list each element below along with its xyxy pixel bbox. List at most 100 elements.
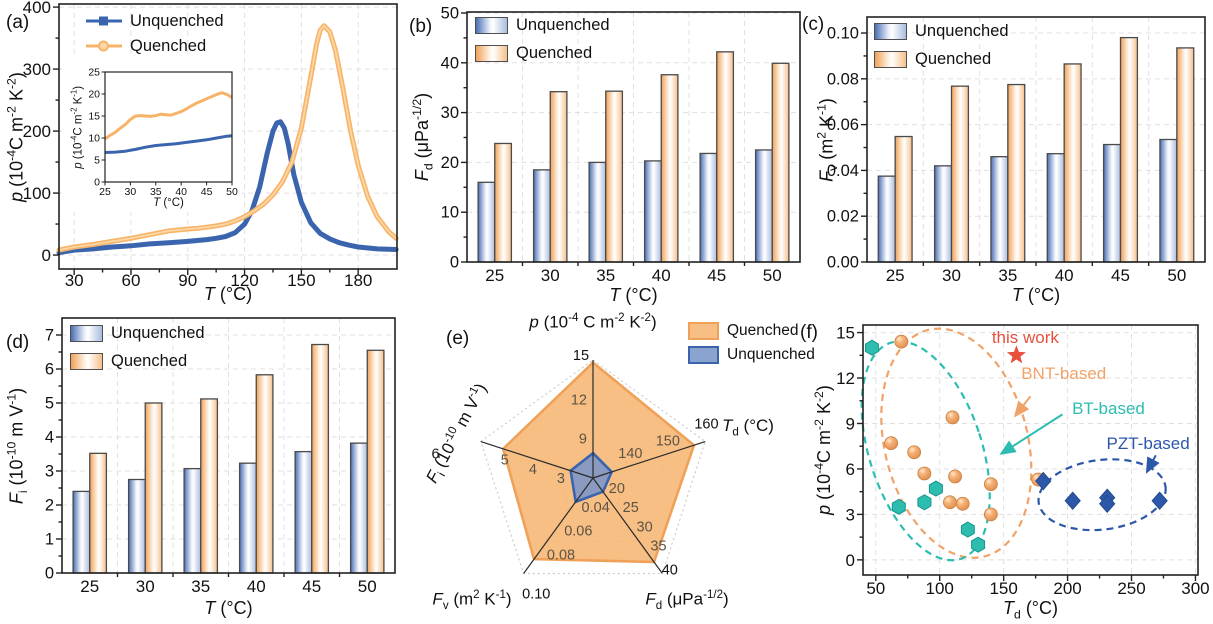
axis-title-x: Td (°C)	[1003, 598, 1058, 622]
group-ellipse-bnt-based	[880, 327, 1033, 559]
bar-quenched-40	[660, 74, 679, 263]
inset-background	[62, 56, 242, 212]
legend-item-unquenched: Unquenched	[874, 22, 1009, 40]
point-pzt-based	[1099, 494, 1116, 514]
point-bnt-based	[894, 334, 909, 349]
radar-axis-title-3: Fv (m2 K-1)	[432, 589, 512, 613]
tick-label: 15	[573, 348, 589, 364]
bar-quenched-30	[144, 402, 163, 574]
bar-quenched-25	[89, 452, 108, 574]
bar-unquenched-50	[1159, 138, 1178, 263]
tick-label: 150	[989, 579, 1017, 598]
point-bt-based	[891, 498, 906, 515]
annotation-bnt-based: BNT-based	[1021, 364, 1107, 383]
legend-swatch	[688, 322, 719, 340]
tick-label: 50	[358, 577, 377, 596]
legend-label: Unquenched	[111, 324, 205, 342]
legend-label: Quenched	[130, 37, 207, 55]
tick-label: 45	[1111, 266, 1130, 285]
tick-label: 6	[846, 460, 855, 479]
legend-swatch	[688, 346, 719, 364]
tick-label: 250	[1117, 579, 1145, 598]
legend-label: Unquenched	[727, 346, 815, 364]
tick-label: 0.10	[827, 25, 859, 43]
panel-e: 9 12 15 140 150 160 20 25 30 35 40 0.04 0.06 0.08 0.10…	[420, 310, 815, 624]
tick-label: 30	[942, 266, 961, 285]
tick-label: 35	[998, 266, 1017, 285]
tick-label: 0.04	[827, 162, 859, 180]
tick-label: 40	[175, 186, 187, 198]
panel-letter-c: (c)	[802, 14, 825, 35]
tick-label: 300	[1181, 579, 1209, 598]
tick-label: 120	[230, 271, 258, 290]
bar-unquenched-40	[238, 462, 257, 574]
tick-label: 45	[302, 577, 321, 596]
tick-label: 5	[94, 155, 100, 167]
bar-unquenched-25	[477, 181, 496, 263]
inset-curve-unquenched	[104, 134, 233, 154]
tick-label: 4	[529, 462, 537, 478]
tick-label: 15	[836, 324, 855, 343]
tick-label: 25	[99, 186, 111, 198]
point-bnt-based	[943, 495, 957, 510]
legend-item-quenched: Quenched	[688, 322, 799, 340]
tick-label: 25	[485, 266, 504, 285]
legend-label: Quenched	[111, 352, 188, 370]
point-bt-based	[971, 536, 986, 553]
bar-quenched-25	[494, 142, 513, 263]
tick-label: 35	[650, 538, 666, 554]
chart-c-svg: 0.00 0.02 0.04 0.06 0.08 0.10 25 30 35 40 45 50	[827, 16, 1206, 285]
tick-label: 20	[441, 154, 459, 172]
legend-item-unquenched: Unquenched	[688, 346, 815, 364]
tick-label: 10	[441, 204, 459, 222]
bar-quenched-40	[255, 374, 274, 574]
tick-label: 9	[579, 432, 587, 448]
panel-a: 30 60 90 120 150 180 0 100 200 300 400 25 30 35 40 45 50…	[0, 0, 405, 310]
bar-unquenched-30	[532, 169, 551, 263]
tick-label: 7	[45, 327, 54, 345]
tick-label: 5	[45, 395, 54, 413]
point-bnt-based	[907, 445, 922, 460]
tick-label: 140	[618, 446, 642, 462]
legend-marker-icon	[86, 40, 122, 52]
tick-label: 100	[23, 184, 51, 203]
legend-swatch	[475, 16, 508, 34]
tick-label: 20	[609, 481, 625, 497]
tick-label: 30	[125, 186, 137, 198]
curve-highlight	[58, 24, 397, 251]
tick-label: 30	[65, 271, 84, 290]
tick-label: 40	[247, 577, 266, 596]
radar-spoke	[523, 477, 594, 574]
group-ellipse-pzt-based	[1037, 458, 1167, 532]
tick-label: 0.08	[547, 548, 575, 564]
tick-label: 0.04	[582, 500, 610, 516]
bar-quenched-50	[771, 62, 790, 263]
radar-spoke	[480, 440, 594, 479]
tick-label: 3	[45, 463, 54, 481]
radar-spoke	[592, 477, 663, 574]
radar-spoke	[592, 440, 706, 479]
legend-label: Quenched	[516, 44, 593, 62]
axis-title-y: Fd (μPa-1/2)	[410, 92, 436, 182]
axis-title-x: T (°C)	[1011, 285, 1061, 305]
legend-item-quenched: Quenched	[475, 44, 592, 62]
bar-quenched-45	[311, 343, 330, 574]
legend-swatch	[70, 352, 103, 370]
legend-item-quenched: Quenched	[874, 50, 991, 68]
tick-label: 0	[846, 551, 855, 570]
point-bt-based	[917, 494, 932, 511]
tick-label: 25	[623, 500, 639, 516]
bar-quenched-45	[1119, 36, 1139, 263]
point-pzt-based	[1064, 491, 1081, 511]
legend-swatch	[874, 22, 907, 40]
bar-unquenched-35	[990, 156, 1009, 263]
radar-axis-title-1: Td (°C)	[722, 416, 774, 439]
tick-label: 20	[88, 89, 100, 101]
tick-label: 6	[432, 447, 440, 463]
tick-label: 1	[45, 531, 54, 549]
tick-label: 90	[178, 271, 197, 290]
tick-label: 40	[1055, 266, 1074, 285]
curve-unquenched	[56, 119, 399, 256]
annotation-arrow	[1145, 454, 1160, 474]
